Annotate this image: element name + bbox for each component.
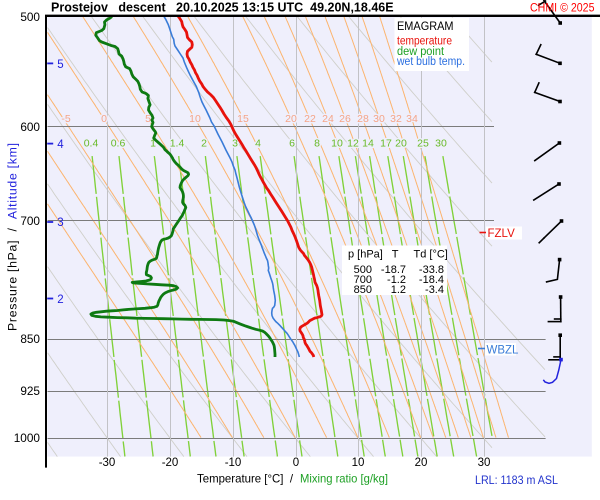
svg-text:20: 20 [415, 457, 428, 469]
svg-text:500: 500 [20, 10, 40, 24]
svg-text:2: 2 [201, 138, 207, 150]
svg-text:Temperature [°C] /: Temperature [°C] / [197, 472, 294, 486]
svg-text:30: 30 [373, 113, 385, 125]
svg-text:32: 32 [390, 113, 402, 125]
svg-text:-3.4: -3.4 [425, 284, 444, 296]
svg-text:LRL: 1183 m ASL: LRL: 1183 m ASL [475, 473, 558, 487]
svg-text:FZLV: FZLV [488, 228, 516, 240]
svg-text:-20: -20 [162, 457, 179, 469]
svg-text:3: 3 [232, 138, 238, 150]
svg-text:28: 28 [357, 113, 369, 125]
svg-text:8: 8 [314, 138, 320, 150]
svg-text:Mixing ratio [g/kg]: Mixing ratio [g/kg] [300, 472, 388, 486]
svg-text:Prostejov descent 20.10.20: Prostejov descent 20.10.2025 13:15 UTC 4… [51, 1, 394, 15]
svg-text:20: 20 [285, 113, 297, 125]
svg-text:1000: 1000 [14, 431, 41, 445]
svg-text:10: 10 [189, 113, 201, 125]
svg-text:26: 26 [339, 113, 351, 125]
svg-text:dew point: dew point [397, 46, 445, 58]
svg-text:700: 700 [354, 274, 372, 286]
svg-text:WBZL: WBZL [487, 345, 520, 357]
svg-text:15: 15 [237, 113, 249, 125]
svg-text:temperature: temperature [397, 36, 452, 48]
svg-text:1.2: 1.2 [391, 284, 406, 296]
svg-text:-10: -10 [225, 457, 242, 469]
svg-text:12: 12 [347, 138, 359, 150]
svg-text:Td [°C]: Td [°C] [414, 249, 448, 261]
svg-text:500: 500 [354, 264, 372, 276]
svg-text:Pressure [hPa] / Altitude [k: Pressure [hPa] / Altitude [km] [6, 143, 20, 331]
svg-text:850: 850 [354, 284, 372, 296]
svg-text:4: 4 [57, 139, 64, 151]
svg-text:850: 850 [20, 332, 40, 346]
svg-text:CHMI © 2025: CHMI © 2025 [530, 1, 595, 15]
svg-text:wet bulb temp.: wet bulb temp. [396, 56, 465, 68]
svg-text:22: 22 [304, 113, 316, 125]
svg-text:-1.2: -1.2 [387, 274, 406, 286]
svg-text:0.4: 0.4 [84, 138, 99, 150]
svg-text:1.4: 1.4 [170, 138, 185, 150]
svg-text:-18.7: -18.7 [381, 264, 406, 276]
svg-text:-30: -30 [99, 457, 116, 469]
svg-text:30: 30 [478, 457, 491, 469]
svg-text:T: T [392, 249, 399, 261]
svg-text:-5: -5 [61, 113, 70, 125]
svg-text:0.6: 0.6 [111, 138, 126, 150]
svg-text:24: 24 [322, 113, 334, 125]
svg-text:17: 17 [380, 138, 392, 150]
svg-text:14: 14 [362, 138, 374, 150]
svg-text:0: 0 [101, 113, 107, 125]
svg-text:30: 30 [435, 138, 447, 150]
svg-text:4: 4 [255, 138, 261, 150]
svg-text:0: 0 [293, 457, 299, 469]
svg-text:1: 1 [150, 138, 156, 150]
svg-text:25: 25 [417, 138, 429, 150]
svg-text:5: 5 [57, 59, 63, 71]
svg-text:925: 925 [20, 384, 40, 398]
svg-text:600: 600 [20, 120, 40, 134]
svg-text:10: 10 [352, 457, 365, 469]
svg-text:2: 2 [57, 294, 63, 306]
svg-text:EMAGRAM: EMAGRAM [397, 19, 454, 33]
svg-text:-18.4: -18.4 [419, 274, 444, 286]
svg-text:5: 5 [145, 113, 151, 125]
svg-text:10: 10 [331, 138, 343, 150]
svg-text:6: 6 [289, 138, 295, 150]
svg-text:20: 20 [395, 138, 407, 150]
svg-text:-33.8: -33.8 [419, 264, 444, 276]
svg-text:p [hPa]: p [hPa] [348, 249, 383, 261]
svg-text:34: 34 [406, 113, 418, 125]
svg-text:3: 3 [57, 217, 63, 229]
svg-text:700: 700 [20, 214, 40, 228]
